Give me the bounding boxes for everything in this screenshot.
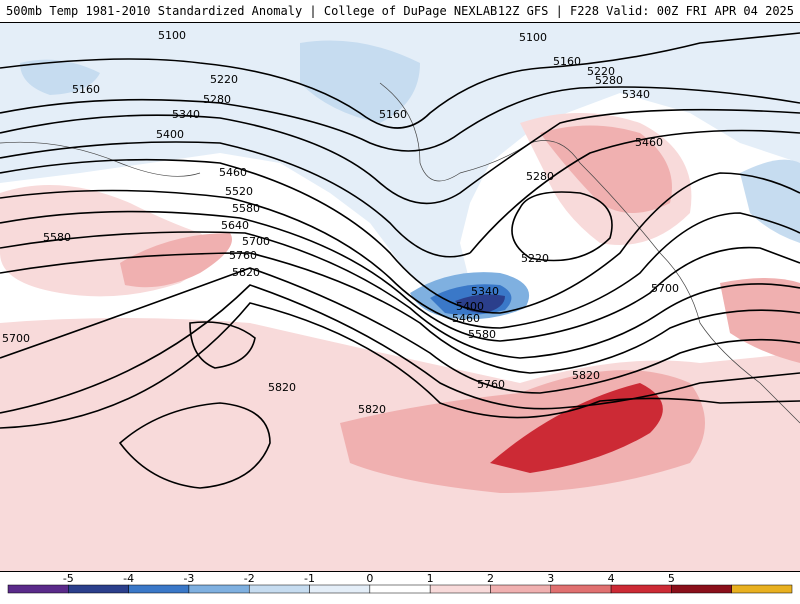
contour-label: 5460	[219, 166, 247, 179]
cool-anomaly-region	[300, 40, 420, 123]
contour-label: 5220	[521, 252, 549, 265]
contour-label: 5700	[242, 235, 270, 248]
colorbar-band	[671, 584, 732, 594]
model-valid-time: 12Z GFS | F228 Valid: 00Z FRI APR 04 202…	[497, 4, 794, 18]
contour-label: 5100	[519, 31, 547, 44]
contour-label: 5820	[232, 266, 260, 279]
cool-anomaly-region	[740, 159, 800, 243]
contour-label: 5220	[587, 65, 615, 78]
warm-anomaly-region	[540, 125, 672, 213]
colorbar-band	[429, 584, 491, 594]
height-contours	[0, 32, 800, 489]
contour-label: 5760	[477, 378, 505, 391]
contour-label: 5160	[379, 108, 407, 121]
contour-label: 5280	[595, 74, 623, 87]
colorbar-ticks: -5 -4 -3 -2 -1 0 1 2 3 4 5	[63, 572, 675, 585]
colorbar-band	[610, 584, 672, 594]
colorbar-tick-label: 5	[668, 572, 675, 585]
contour-label: 5520	[225, 185, 253, 198]
colorbar-band	[369, 584, 431, 594]
colorbar-tick-label: -4	[123, 572, 134, 585]
colorbar-tick-label: 4	[608, 572, 615, 585]
contour-label: 5820	[358, 403, 386, 416]
contour-label: 5220	[210, 73, 238, 86]
colorbar-band	[7, 584, 69, 594]
contour-label: 5580	[232, 202, 260, 215]
map-title: 500mb Temp 1981-2010 Standardized Anomal…	[6, 4, 498, 18]
colorbar-tick-label: -5	[63, 572, 74, 585]
colorbar-band	[309, 584, 371, 594]
contour-label: 5400	[456, 300, 484, 313]
contour-label: 5280	[526, 170, 554, 183]
cool-anomaly-region	[0, 23, 800, 293]
contour-label: 5100	[158, 29, 186, 42]
colorbar-band	[490, 584, 552, 594]
warm-anomaly-region	[720, 278, 800, 363]
colorbar-tick-label: -2	[244, 572, 255, 585]
contour-label: 5760	[229, 249, 257, 262]
anomaly-colorbar: -5 -4 -3 -2 -1 0 1 2 3 4 5	[0, 572, 800, 600]
colorbar-band	[550, 584, 612, 594]
contour-labels: 5100 510051605160516052205220522052805280…	[2, 29, 679, 416]
contour-label: 5400	[156, 128, 184, 141]
contour-label: 5460	[635, 136, 663, 149]
contour-label: 5700	[2, 332, 30, 345]
contour-label: 5640	[221, 219, 249, 232]
contour-label: 5340	[172, 108, 200, 121]
warm-anomaly-region	[120, 233, 232, 288]
anomaly-map: 5100 5100 5160 5160 5160 5220 5220 5220 5280 5280…	[0, 22, 800, 572]
contour-label: 5820	[572, 369, 600, 382]
colorbar-band	[128, 584, 190, 594]
contour-label: 5580	[468, 328, 496, 341]
contour-label: 5700	[651, 282, 679, 295]
colorbar-band	[731, 584, 793, 594]
colorbar-tick-label: -1	[304, 572, 315, 585]
colorbar-band	[188, 584, 250, 594]
contour-label: 5340	[622, 88, 650, 101]
contour-label: 5340	[471, 285, 499, 298]
colorbar-tick-label: 3	[547, 572, 554, 585]
contour-label: 5820	[268, 381, 296, 394]
contour-label: 5580	[43, 231, 71, 244]
map-header: 500mb Temp 1981-2010 Standardized Anomal…	[0, 0, 800, 22]
cool-anomaly-region	[20, 59, 100, 95]
contour-label: 5280	[203, 93, 231, 106]
coastline	[0, 82, 800, 424]
colorbar-band	[68, 584, 129, 594]
colorbar-tick-label: 2	[487, 572, 494, 585]
colorbar-canvas: -5 -4 -3 -2 -1 0 1 2 3 4 5	[7, 572, 793, 594]
colorbar-tick-label: 0	[366, 572, 373, 585]
colorbar-band	[248, 584, 310, 594]
colorbar-tick-label: 1	[427, 572, 434, 585]
contour-label: 5160	[553, 55, 581, 68]
contour-label: 5160	[72, 83, 100, 96]
warm-anomaly-region	[490, 383, 663, 473]
contour-label: 5460	[452, 312, 480, 325]
colorbar-tick-label: -3	[183, 572, 194, 585]
map-canvas: 5100 510051605160516052205220522052805280…	[0, 23, 800, 571]
colorbar-bands	[7, 584, 793, 594]
